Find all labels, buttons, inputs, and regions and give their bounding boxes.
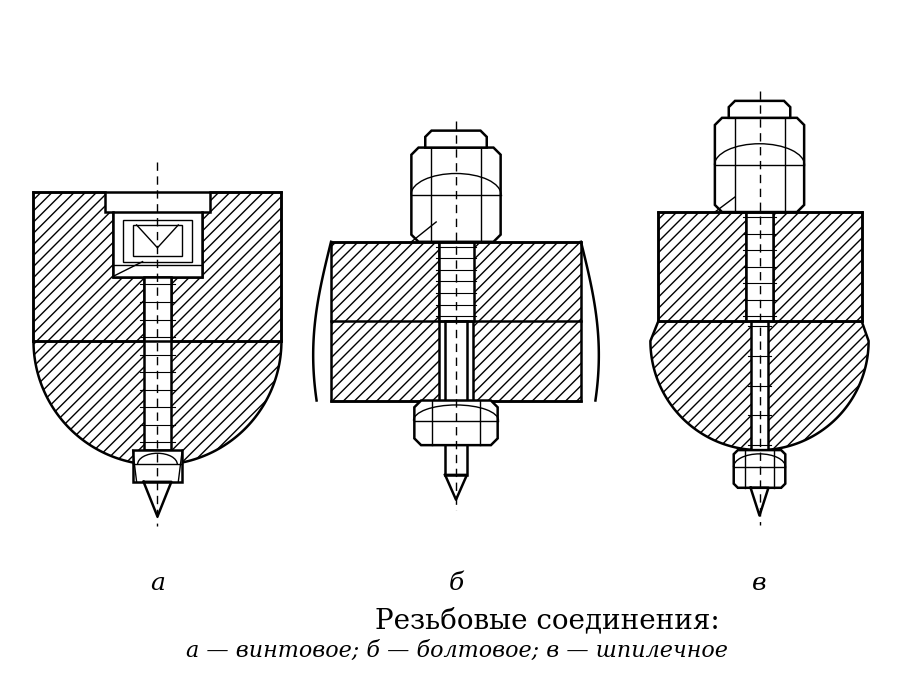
Text: Резьбовые соединения:: Резьбовые соединения: [374, 607, 719, 634]
Polygon shape [650, 321, 868, 450]
Polygon shape [34, 341, 281, 465]
Polygon shape [746, 212, 773, 321]
Polygon shape [331, 242, 439, 400]
Polygon shape [34, 192, 143, 341]
Polygon shape [473, 242, 581, 400]
Polygon shape [773, 212, 862, 321]
Text: в: в [752, 573, 767, 595]
Polygon shape [734, 450, 785, 488]
Polygon shape [172, 192, 281, 341]
Polygon shape [132, 225, 183, 255]
Polygon shape [425, 131, 487, 148]
Polygon shape [412, 148, 500, 242]
Polygon shape [715, 118, 804, 212]
Polygon shape [446, 321, 467, 475]
Text: а: а [150, 573, 165, 595]
Text: б: б [448, 573, 464, 595]
Polygon shape [122, 220, 192, 262]
Polygon shape [729, 101, 791, 118]
Polygon shape [658, 212, 746, 321]
Polygon shape [132, 450, 183, 482]
Polygon shape [750, 321, 769, 450]
Polygon shape [415, 400, 498, 445]
Polygon shape [113, 212, 202, 276]
Text: а — винтовое; б — болтовое; в — шпилечное: а — винтовое; б — болтовое; в — шпилечно… [185, 639, 728, 661]
Polygon shape [143, 276, 172, 450]
Polygon shape [439, 242, 474, 321]
